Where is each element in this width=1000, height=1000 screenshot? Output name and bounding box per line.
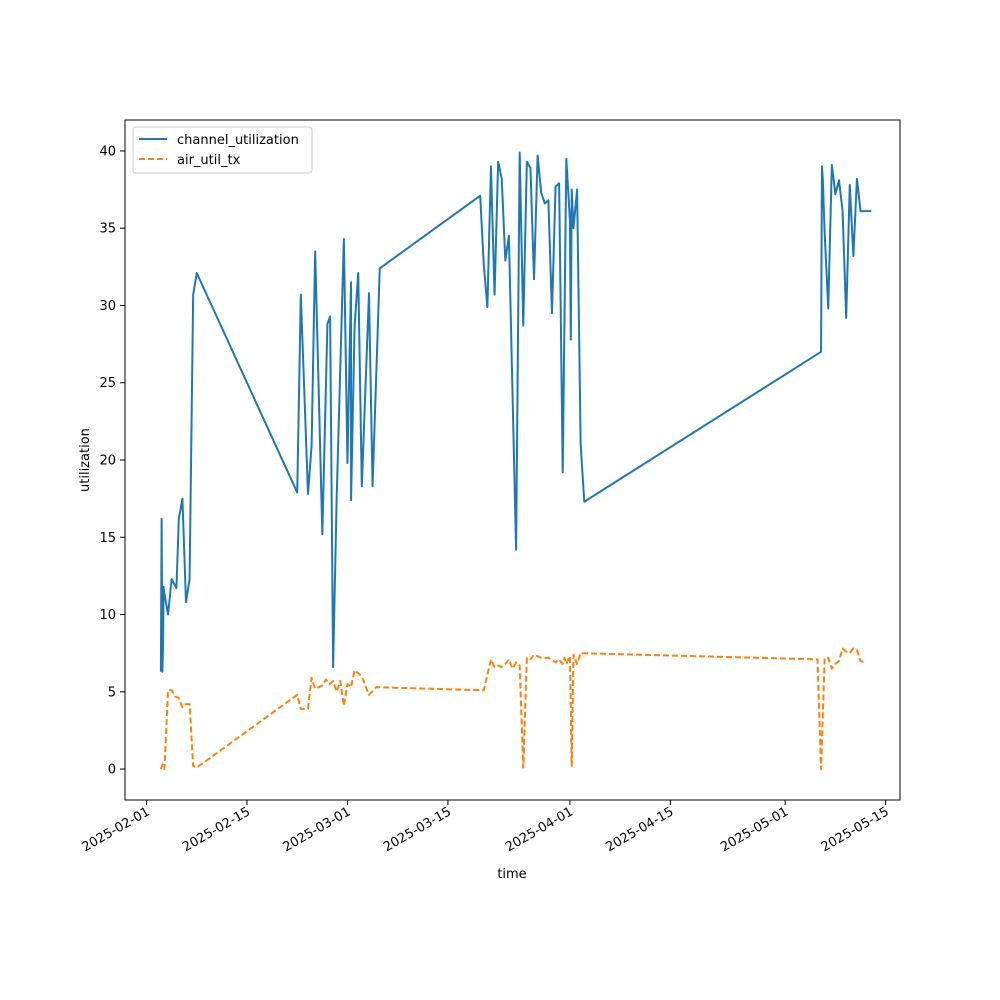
y-tick-label: 20 (99, 454, 116, 469)
y-tick-label: 25 (99, 376, 116, 391)
legend: channel_utilization air_util_tx (132, 126, 313, 174)
series-line-channel-utilization (159, 151, 872, 673)
legend-label-air-util-tx: air_util_tx (177, 153, 241, 168)
y-tick-label: 0 (108, 763, 116, 778)
series-layer (159, 151, 872, 771)
y-tick-label: 5 (108, 685, 116, 700)
y-tick-label: 30 (99, 299, 116, 314)
y-axis: 0 5 10 15 20 25 30 35 40 (99, 144, 125, 778)
y-tick-label: 35 (99, 222, 116, 237)
y-axis-label: utilization (78, 428, 93, 492)
legend-box (132, 126, 313, 174)
x-axis-label: time (497, 867, 526, 882)
y-tick-label: 40 (99, 144, 116, 159)
plot-area (125, 120, 900, 800)
y-tick-label: 15 (99, 531, 116, 546)
series-line-air-util-tx (159, 647, 865, 771)
y-tick-label: 10 (99, 608, 116, 623)
legend-label-channel-utilization: channel_utilization (177, 133, 299, 148)
